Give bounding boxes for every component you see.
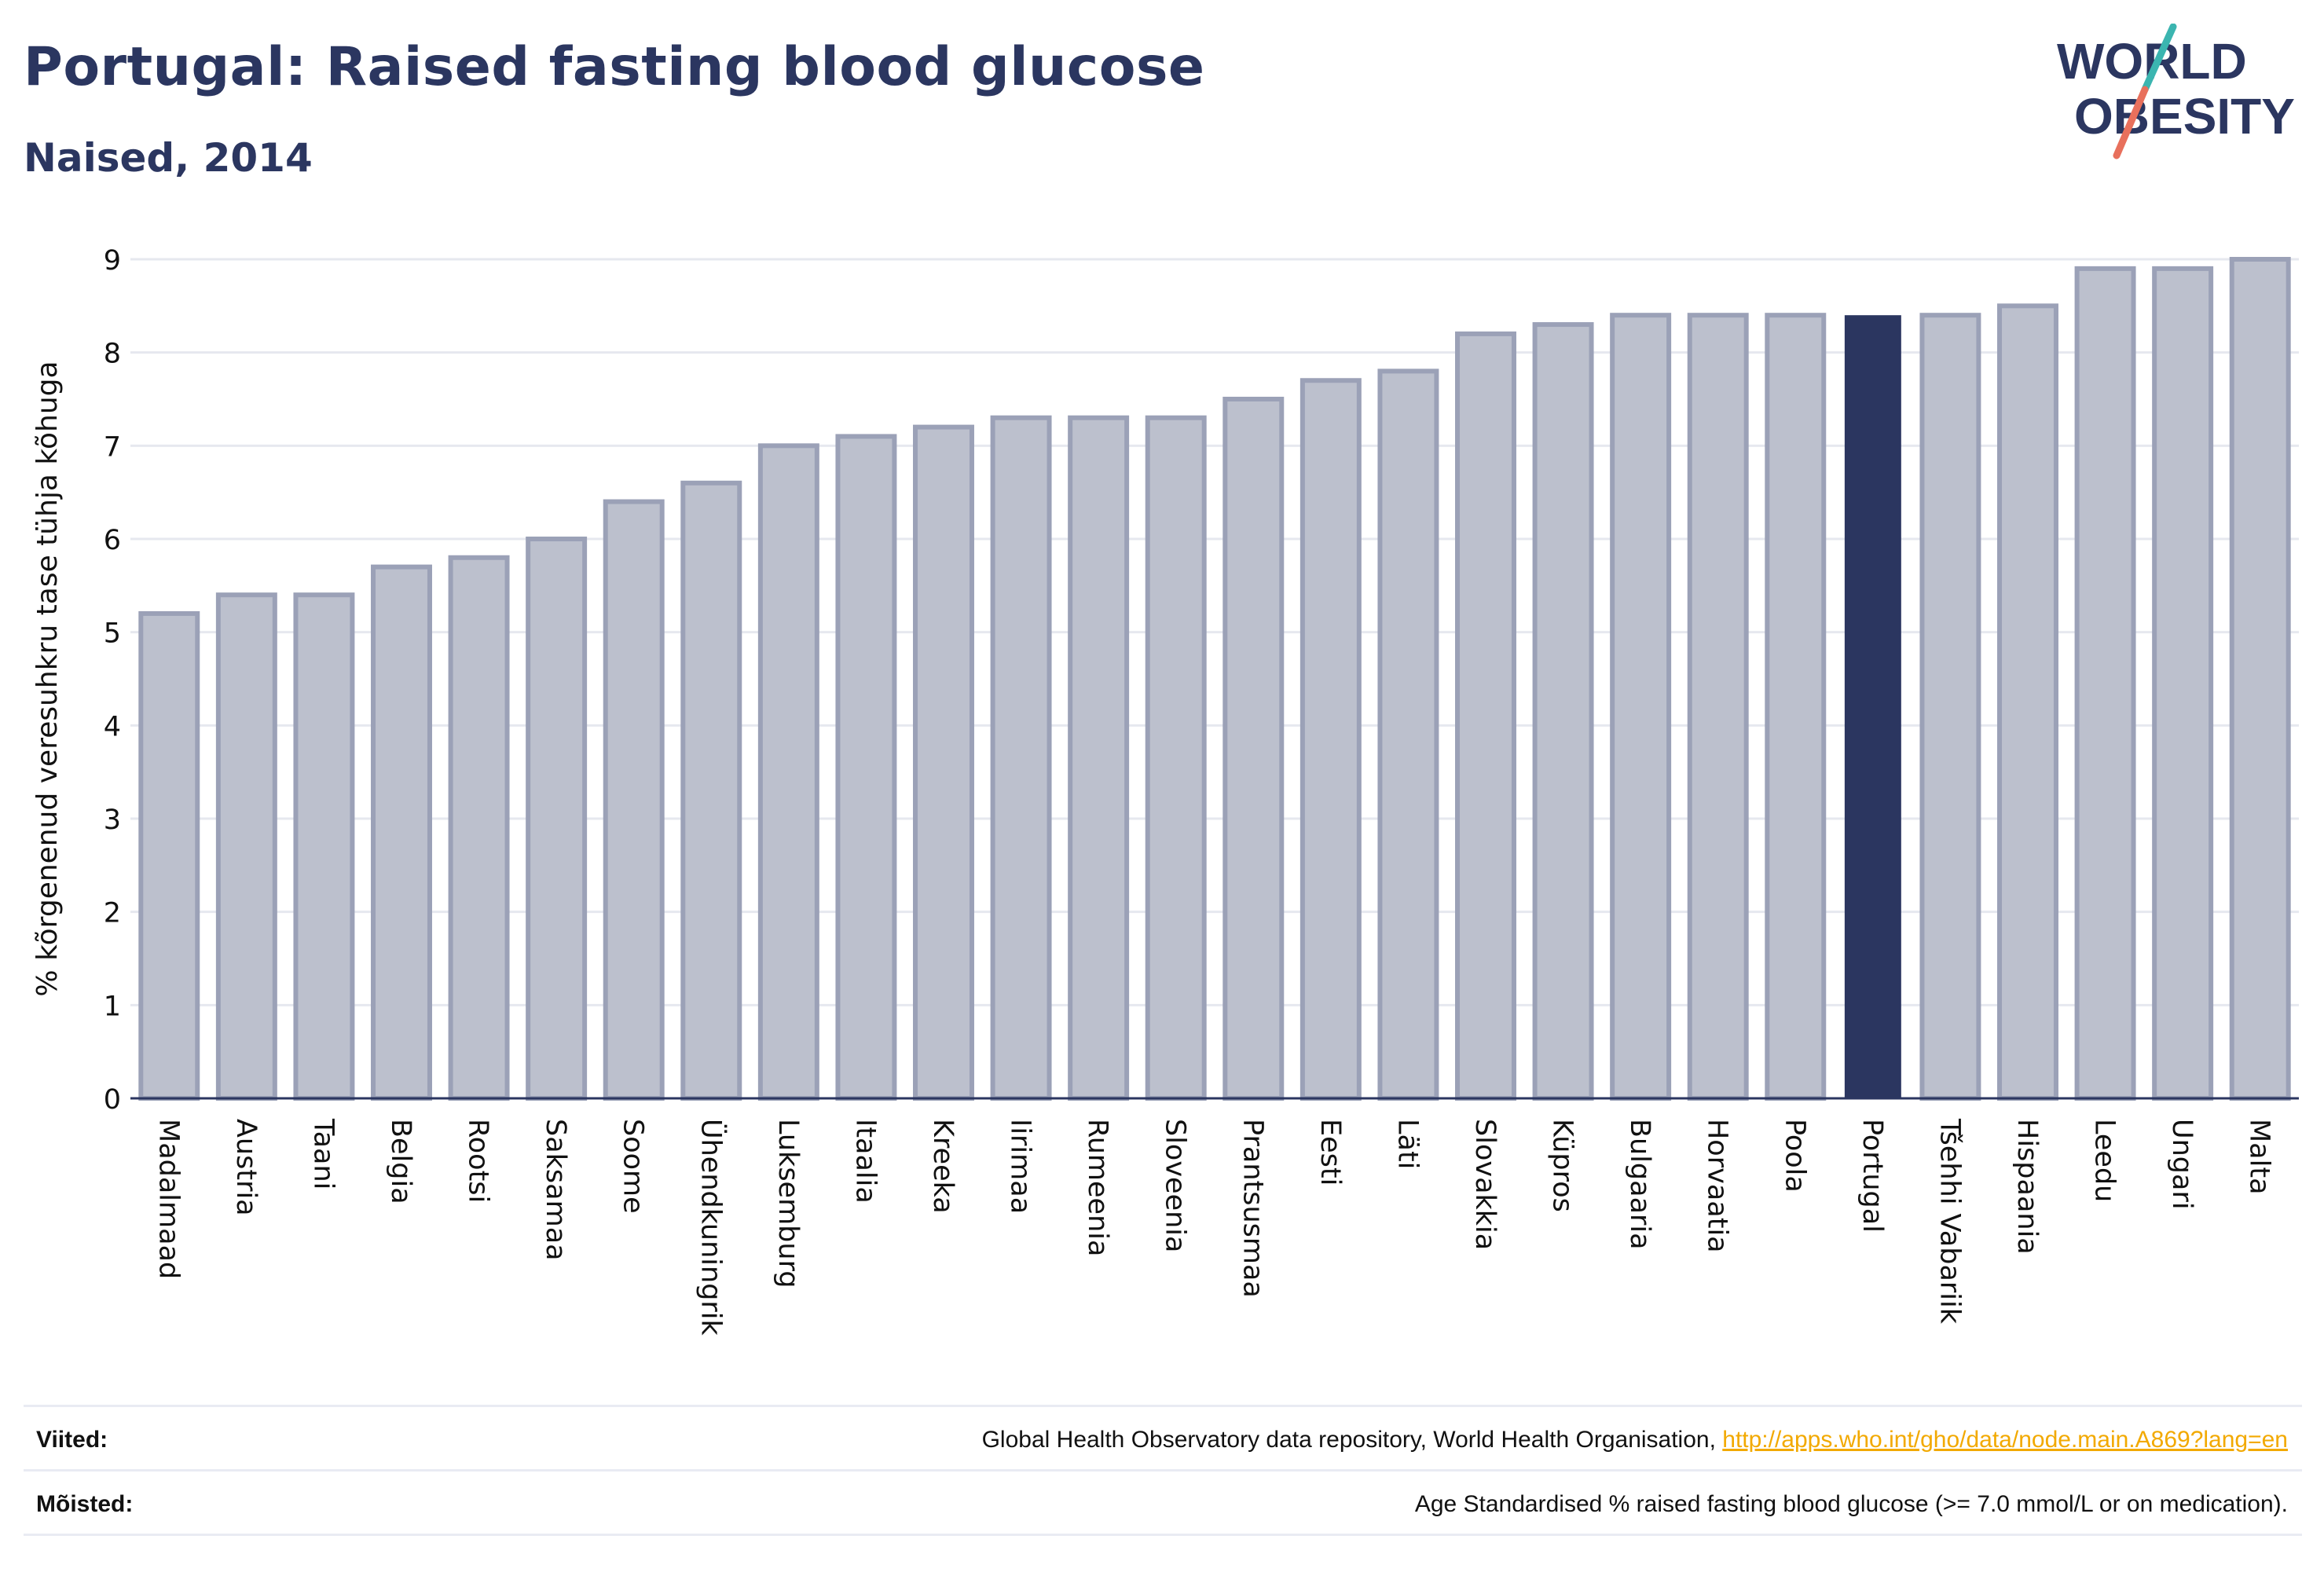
bar [138, 610, 200, 1101]
x-tick-labels: Madalmaad Austria Taani Belgia Rootsi Saksama… [152, 1118, 2275, 1336]
x-tick-label: Itaalia [849, 1119, 881, 1204]
bar [448, 555, 510, 1101]
footer-divider-top [24, 1405, 2302, 1407]
x-tick-label: Ungari [2166, 1119, 2198, 1210]
bar [2074, 266, 2136, 1101]
logo-slash-teal [2141, 24, 2177, 93]
x-tick-label: Madalmaad [152, 1119, 184, 1279]
bar [1377, 368, 1439, 1101]
bar [1610, 313, 1672, 1101]
x-tick-label: Soome [618, 1119, 649, 1214]
page-subtitle: Naised, 2014 [24, 135, 313, 181]
bar [1145, 415, 1207, 1101]
bar [1222, 397, 1285, 1101]
bar [2152, 266, 2214, 1101]
sources-text: Global Health Observatory data repositor… [982, 1427, 2288, 1453]
x-tick-label: Austria [230, 1119, 262, 1216]
x-tick-label: Kreeka [927, 1119, 959, 1214]
footer-divider-middle [24, 1469, 2302, 1472]
x-tick-label: Prantsusmaa [1237, 1119, 1268, 1298]
sources-description: Global Health Observatory data repositor… [981, 1427, 1723, 1453]
world-obesity-logo: WORLD OBESITY [2057, 24, 2295, 159]
bar [913, 424, 974, 1101]
x-tick-label: Küpros [1547, 1119, 1578, 1212]
bar [526, 537, 588, 1101]
x-tick-label: Ühendkuningrik [695, 1119, 728, 1336]
bar [757, 443, 819, 1101]
x-tick-label: Bulgaaria [1624, 1119, 1655, 1250]
logo-line-2: OBESITY [2074, 88, 2295, 145]
y-tick-label: 3 [104, 804, 121, 836]
x-tick-label: Tšehhi Vabariik [1934, 1118, 1965, 1325]
bar [1919, 313, 1981, 1101]
bar [1532, 322, 1594, 1101]
x-tick-label: Sloveenia [1160, 1119, 1191, 1253]
x-tick-label: Slovakkia [1469, 1119, 1501, 1250]
sources-label: Viited: [36, 1427, 108, 1453]
y-tick-label: 1 [104, 991, 121, 1022]
bar [1765, 313, 1827, 1101]
x-tick-label: Poola [1779, 1119, 1810, 1193]
definitions-text: Age Standardised % raised fasting blood … [1414, 1491, 2288, 1517]
y-tick-label: 4 [104, 711, 121, 742]
x-tick-label: Läti [1391, 1119, 1423, 1169]
x-tick-label: Leedu [2089, 1119, 2121, 1202]
y-tick-label: 5 [104, 618, 121, 650]
bar [2229, 257, 2291, 1101]
y-axis-label: % kõrgenenud veresuhkru tase tühja kõhug… [31, 361, 64, 996]
y-tick-labels: 0 1 2 3 4 5 6 7 8 9 [104, 245, 121, 1116]
bar-highlight [1844, 315, 1901, 1098]
x-tick-label: Iirimaa [1005, 1119, 1036, 1214]
x-tick-label: Rootsi [463, 1119, 494, 1203]
footer-divider-bottom [24, 1534, 2302, 1536]
bar [1299, 378, 1362, 1101]
y-tick-label: 6 [104, 525, 121, 556]
y-tick-label: 2 [104, 898, 121, 929]
bar [1455, 331, 1516, 1101]
bar [293, 592, 355, 1101]
x-tick-label: Portugal [1857, 1119, 1888, 1233]
bar [215, 592, 277, 1101]
bar [603, 499, 665, 1101]
y-tick-label: 8 [104, 339, 121, 370]
x-tick-label: Eesti [1314, 1119, 1346, 1186]
x-tick-label: Luksemburg [772, 1119, 804, 1288]
x-tick-label: Hispaania [2011, 1119, 2043, 1255]
x-tick-label: Belgia [385, 1119, 416, 1204]
bar [1068, 415, 1130, 1101]
bars [138, 257, 2291, 1101]
y-tick-label: 9 [104, 245, 121, 277]
bar [990, 415, 1052, 1101]
bar [680, 480, 742, 1101]
definitions-label: Mõisted: [36, 1491, 134, 1517]
x-tick-label: Horvaatia [1702, 1119, 1733, 1253]
x-tick-label: Malta [2244, 1119, 2275, 1195]
y-tick-label: 0 [104, 1084, 121, 1116]
page-title: Portugal: Raised fasting blood glucose [24, 36, 1205, 98]
bar [1997, 303, 2058, 1101]
y-tick-label: 7 [104, 431, 121, 463]
logo-slash-red [2113, 86, 2149, 159]
x-tick-label: Rumeenia [1082, 1119, 1113, 1256]
x-tick-label: Taani [307, 1118, 339, 1189]
bar-chart: 0 1 2 3 4 5 6 7 8 9 Madalmaad Austria Taani Belgia Ro… [31, 245, 2299, 1336]
bar [835, 434, 897, 1101]
bar [371, 564, 432, 1101]
x-tick-label: Saksamaa [540, 1119, 571, 1261]
sources-link[interactable]: http://apps.who.int/gho/data/node.main.A… [1722, 1427, 2288, 1453]
bar [1687, 313, 1749, 1101]
